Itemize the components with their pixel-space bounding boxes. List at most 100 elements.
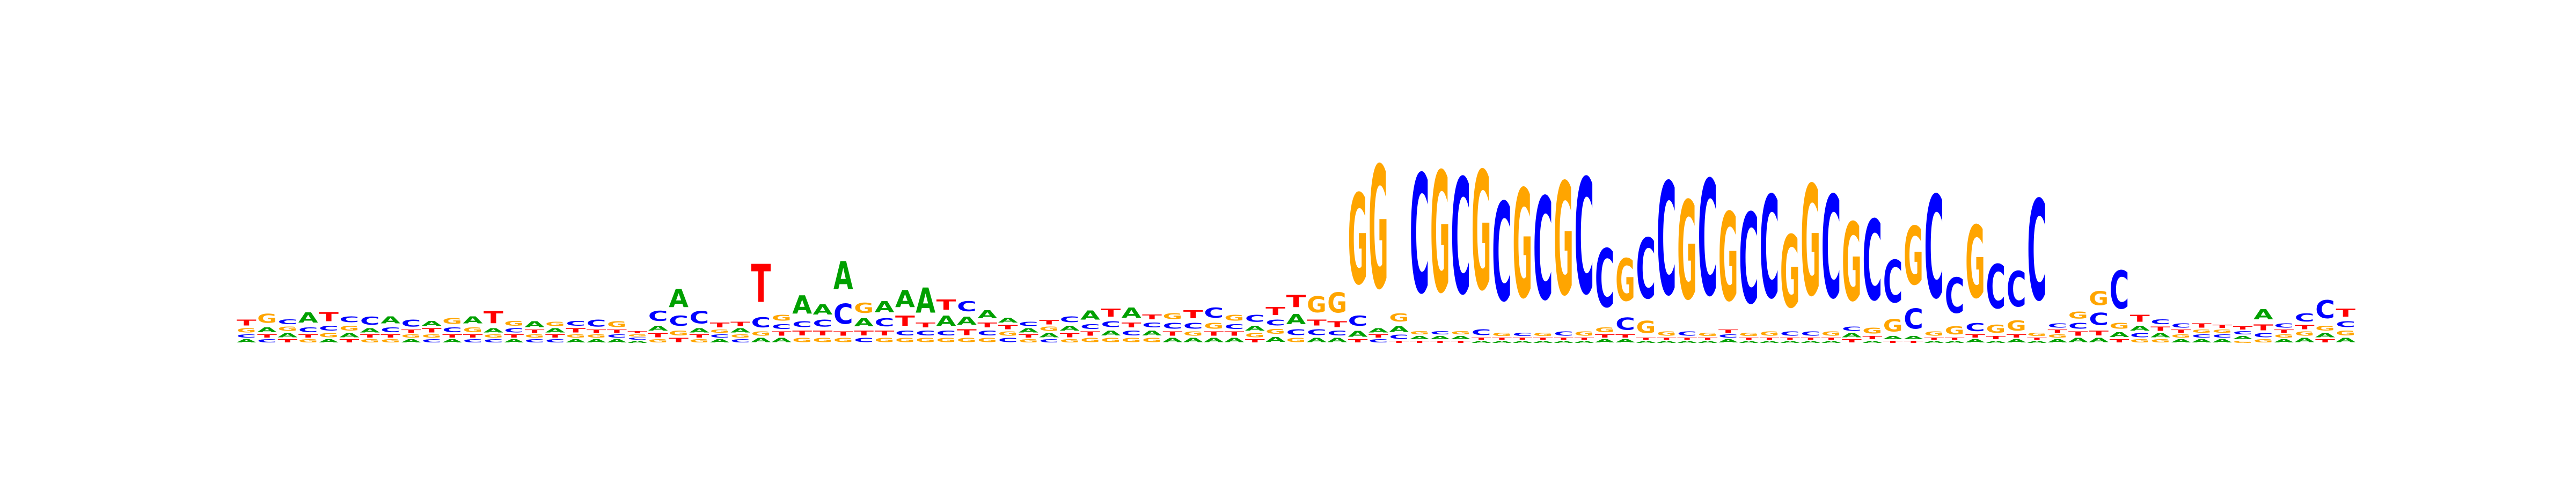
- logo-letter-C-pos-66: C: [1574, 146, 1594, 330]
- logo-letter-T-pos-29: T: [813, 329, 833, 337]
- logo-letter-G-pos-35: G: [936, 337, 956, 343]
- logo-letter-G-pos-76: G: [1780, 215, 1800, 331]
- logo-letter-T-pos-59: T: [1430, 340, 1450, 343]
- logo-letter-A-pos-90: A: [2068, 337, 2088, 343]
- logo-letter-A-pos-43: A: [1101, 330, 1121, 338]
- logo-letter-G-pos-77: G: [1801, 154, 1820, 330]
- logo-letter-T-pos-86: T: [1986, 335, 2006, 340]
- logo-letter-G-pos-53: G: [1307, 292, 1327, 318]
- logo-letter-C-pos-76: C: [1780, 331, 1800, 337]
- logo-letter-C-pos-80: C: [1862, 197, 1882, 326]
- logo-letter-G-pos-82: G: [1904, 210, 1923, 303]
- logo-letter-A-pos-46: A: [1162, 337, 1182, 343]
- logo-letter-A-pos-94: A: [2150, 332, 2170, 339]
- logo-letter-G-pos-51: G: [1265, 327, 1285, 335]
- logo-letter-G-pos-38: G: [998, 331, 1018, 337]
- logo-letter-G-pos-91: G: [2089, 287, 2109, 310]
- logo-letter-G-pos-54: G: [1327, 288, 1347, 320]
- logo-letter-C-pos-99: C: [2253, 332, 2273, 339]
- logo-letter-C-pos-45: C: [1142, 321, 1162, 329]
- logo-letter-G-pos-78: G: [1821, 331, 1841, 337]
- logo-letter-T-pos-75: T: [1760, 337, 1780, 340]
- logo-letter-T-pos-32: T: [875, 329, 895, 337]
- logo-letter-T-pos-73: T: [1718, 329, 1739, 334]
- logo-letter-C-pos-57: C: [1389, 334, 1409, 340]
- logo-letter-C-pos-62: C: [1492, 175, 1512, 332]
- logo-letter-C-pos-3: C: [277, 318, 297, 326]
- logo-letter-A-pos-40: A: [1039, 332, 1059, 339]
- logo-letter-G-pos-42: G: [1080, 337, 1100, 343]
- logo-letter-G-pos-39: G: [1019, 339, 1038, 343]
- logo-letter-G-pos-36: G: [957, 337, 977, 343]
- logo-letter-T-pos-99: T: [2253, 323, 2273, 332]
- logo-letter-A-pos-86: A: [1986, 340, 2006, 343]
- logo-letter-T-pos-52: T: [1286, 292, 1306, 312]
- logo-letter-T-pos-8: T: [380, 334, 401, 339]
- logo-letter-T-pos-61: T: [1472, 337, 1491, 340]
- logo-letter-C-pos-9: C: [401, 318, 421, 329]
- logo-letter-A-pos-65: A: [1554, 340, 1574, 343]
- logo-letter-G-pos-31: G: [854, 300, 874, 316]
- logo-letter-G-pos-94: G: [2150, 339, 2170, 343]
- logo-letter-A-pos-103: A: [2336, 337, 2355, 343]
- logo-letter-T-pos-69: T: [1636, 337, 1656, 340]
- logo-letter-C-pos-35: C: [936, 329, 956, 337]
- logo-letter-T-pos-62: T: [1492, 337, 1512, 340]
- logo-letter-C-pos-67: C: [1595, 233, 1615, 326]
- logo-letter-A-pos-27: A: [772, 337, 792, 343]
- logo-letter-C-pos-12: C: [463, 339, 483, 343]
- logo-letter-A-pos-7: A: [360, 327, 380, 334]
- logo-letter-C-pos-56: C: [1368, 339, 1388, 343]
- logo-letter-A-pos-89: A: [2048, 339, 2068, 343]
- logo-letter-G-pos-68: G: [1615, 247, 1635, 314]
- logo-letter-T-pos-1: T: [237, 318, 257, 327]
- logo-letter-G-pos-17: G: [566, 334, 586, 339]
- logo-letter-T-pos-97: T: [2212, 324, 2233, 329]
- logo-letter-G-pos-49: G: [1225, 313, 1245, 323]
- logo-letter-T-pos-70: T: [1657, 337, 1677, 340]
- logo-letter-G-pos-16: G: [545, 321, 565, 327]
- logo-letter-A-pos-81: A: [1883, 335, 1904, 340]
- logo-letter-G-pos-14: G: [504, 319, 524, 327]
- logo-letter-G-pos-37: G: [977, 337, 997, 343]
- logo-letter-C-pos-63: C: [1512, 332, 1532, 337]
- logo-letter-G-pos-43: G: [1101, 337, 1121, 343]
- logo-letter-C-pos-24: C: [710, 334, 730, 339]
- logo-letter-G-pos-52: G: [1286, 337, 1306, 343]
- logo-letter-C-pos-40: C: [1039, 339, 1059, 343]
- logo-letter-G-pos-93: G: [2130, 339, 2150, 343]
- logo-letter-G-pos-85: G: [1965, 205, 1985, 321]
- logo-letter-T-pos-11: T: [442, 334, 463, 339]
- logo-letter-C-pos-87: C: [2007, 262, 2026, 318]
- logo-letter-T-pos-35: T: [936, 297, 956, 313]
- logo-letter-G-pos-28: G: [792, 337, 812, 343]
- logo-letter-T-pos-80: T: [1862, 335, 1883, 340]
- logo-letter-G-pos-70: G: [1657, 331, 1677, 337]
- logo-letter-T-pos-46: T: [1162, 331, 1183, 337]
- logo-letter-G-pos-45: G: [1142, 337, 1162, 343]
- logo-letter-C-pos-101: C: [2295, 311, 2315, 324]
- logo-letter-C-pos-103: C: [2336, 319, 2355, 329]
- logo-letter-A-pos-66: A: [1574, 340, 1594, 343]
- logo-letter-C-pos-38: C: [998, 337, 1018, 343]
- logo-letter-A-pos-96: A: [2192, 339, 2212, 343]
- logo-letter-A-pos-102: A: [2315, 332, 2335, 339]
- logo-letter-C-pos-98: C: [2233, 331, 2253, 335]
- logo-letter-C-pos-11: C: [442, 326, 462, 334]
- logo-letter-A-pos-12: A: [463, 315, 483, 326]
- logo-letter-G-pos-44: G: [1122, 337, 1141, 343]
- logo-letter-T-pos-40: T: [1039, 319, 1059, 326]
- logo-letter-G-pos-30: G: [833, 337, 853, 343]
- logo-letter-C-pos-81: C: [1883, 248, 1903, 316]
- logo-letter-C-pos-95: C: [2171, 323, 2191, 329]
- logo-letter-G-pos-4: G: [298, 339, 318, 343]
- logo-letter-T-pos-22: T: [669, 337, 689, 343]
- logo-letter-C-pos-7: C: [360, 314, 380, 327]
- logo-letter-C-pos-96: C: [2192, 334, 2212, 339]
- logo-letter-T-pos-6: T: [340, 339, 360, 343]
- logo-letter-T-pos-57: T: [1389, 340, 1409, 343]
- logo-letter-C-pos-6: C: [340, 314, 360, 324]
- logo-letter-G-pos-99: G: [2253, 339, 2273, 343]
- logo-letter-A-pos-68: A: [1615, 339, 1636, 343]
